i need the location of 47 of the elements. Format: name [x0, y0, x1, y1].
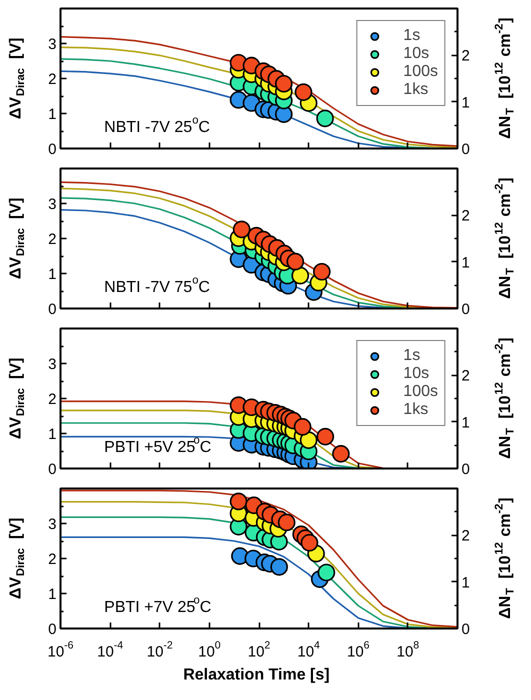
y-tick-label: 1 [48, 106, 56, 123]
y-tick-label: 2 [48, 71, 56, 88]
legend-label: 10s [403, 365, 430, 383]
y-tick-label: 0 [48, 301, 56, 318]
y2-tick-label: 1 [462, 414, 470, 432]
y2-tick-label: 2 [462, 528, 470, 545]
y2-axis-title: ΔNT [1012 cm-2] [493, 178, 516, 299]
y2-tick-label: 0 [462, 621, 470, 638]
y2-tick-label: 1 [462, 254, 470, 272]
y-axis-title: ΔVDirac [V] [8, 38, 27, 120]
point [294, 418, 312, 436]
y-tick-label: 1 [48, 266, 56, 283]
y-tick-label: 2 [48, 551, 56, 568]
y-axis-title: ΔVDirac [V] [8, 518, 27, 600]
y-tick-label: 0 [48, 621, 56, 638]
y-tick-label: 3 [48, 196, 56, 213]
y2-axis-title: ΔNT [1012 cm-2] [493, 338, 516, 459]
y-tick-label: 3 [48, 36, 56, 53]
point [300, 431, 318, 449]
y2-tick-label: 0 [462, 141, 470, 158]
y-tick-label: 0 [48, 461, 56, 478]
y-tick-label: 3 [48, 516, 56, 533]
legend-label: 100s [403, 383, 438, 401]
y2-tick-label: 1 [462, 574, 470, 592]
legend-label: 100s [403, 63, 438, 81]
y2-tick-label: 2 [462, 368, 470, 385]
y2-tick-label: 2 [462, 48, 470, 65]
legend-label: 1s [403, 27, 422, 45]
y-tick-label: 0 [48, 141, 56, 158]
y-tick-label: 2 [48, 231, 56, 248]
legend-label: 1ks [403, 81, 428, 99]
x-axis-title: Relaxation Time [s] [183, 666, 330, 684]
legend-label: 1ks [403, 401, 428, 419]
y-tick-label: 1 [48, 426, 56, 443]
legend-label: 1s [403, 347, 422, 365]
y-axis-title: ΔVDirac [V] [8, 358, 27, 440]
legend-label: 10s [403, 45, 430, 63]
y2-tick-label: 0 [462, 301, 470, 318]
y2-axis-title: ΔNT [1012 cm-2] [493, 18, 516, 139]
y-tick-label: 3 [48, 356, 56, 373]
y2-tick-label: 1 [462, 94, 470, 112]
y-tick-label: 2 [48, 391, 56, 408]
y2-axis-title: ΔNT [1012 cm-2] [493, 498, 516, 619]
y-axis-title: ΔVDirac [V] [8, 198, 27, 280]
y2-tick-label: 0 [462, 461, 470, 478]
y-tick-label: 1 [48, 586, 56, 603]
y2-tick-label: 2 [462, 208, 470, 225]
